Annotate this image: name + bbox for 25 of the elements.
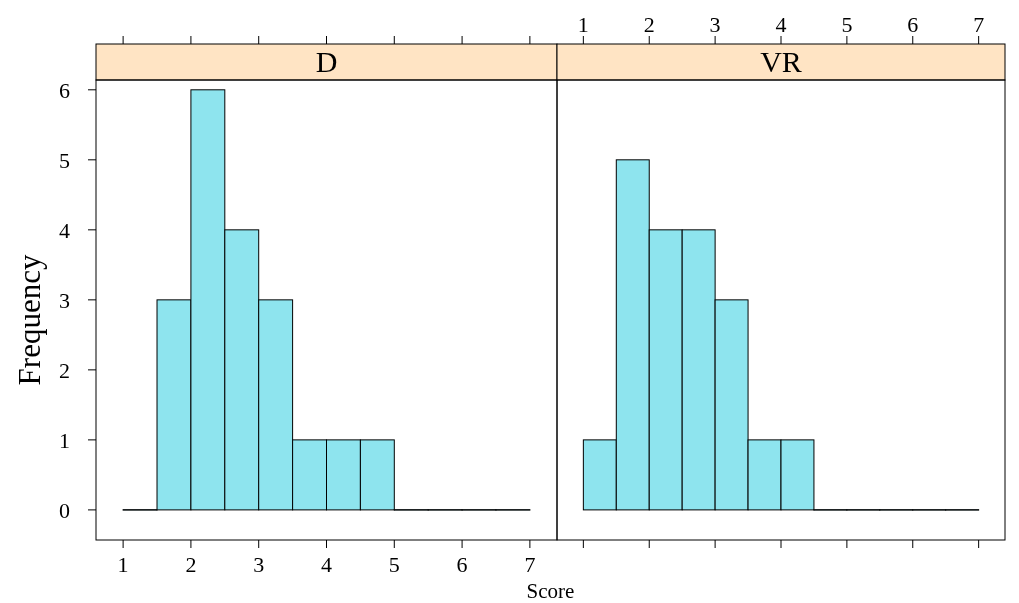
chart-title: D (315, 45, 338, 78)
y-tick-label: 0 (59, 497, 70, 523)
x-tick-label: 1 (577, 12, 589, 37)
y-tick-label: 4 (59, 217, 70, 243)
y-axis-title: Frequency (12, 254, 47, 386)
chart-title: VR (760, 45, 802, 78)
x-tick-label: 2 (643, 12, 655, 37)
y-tick-label: 2 (59, 357, 70, 383)
y-tick-label: 3 (59, 287, 70, 313)
x-tick-label: 7 (524, 552, 536, 577)
x-tick-label: 4 (775, 12, 787, 37)
x-tick-label: 4 (321, 552, 332, 577)
x-tick-label: 5 (388, 552, 400, 577)
x-tick-label: 7 (973, 12, 985, 37)
x-tick-label: 1 (117, 552, 129, 577)
x-tick-label: 2 (185, 552, 197, 577)
x-tick-label: 5 (841, 12, 853, 37)
x-axis-title: Score (526, 579, 575, 603)
x-tick-label: 6 (456, 552, 468, 577)
x-tick-label: 6 (907, 12, 919, 37)
y-tick-label: 1 (59, 427, 70, 453)
y-tick-label: 5 (59, 147, 70, 173)
x-tick-label: 3 (253, 552, 265, 577)
x-tick-label: 3 (709, 12, 721, 37)
y-tick-label: 6 (59, 77, 70, 103)
